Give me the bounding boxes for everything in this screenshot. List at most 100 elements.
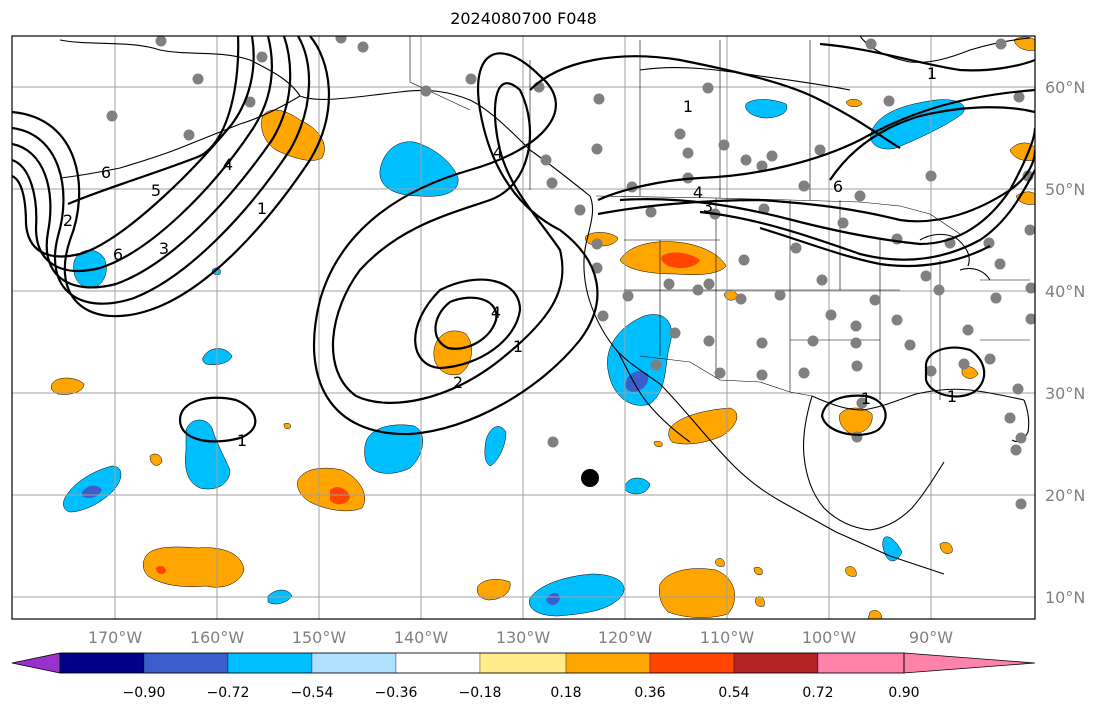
orange-patch-gulf <box>839 407 873 435</box>
cyan-patch-gulf-alaska <box>379 141 459 197</box>
colorbar-tick-8: 0.72 <box>802 685 833 701</box>
contour-label-c13: 1 <box>947 387 957 406</box>
contour-label-c17: 2 <box>63 211 73 230</box>
lon-label-150: 150°W <box>292 628 347 647</box>
lon-label-110: 110°W <box>700 628 755 647</box>
lon-label-170: 170°W <box>88 628 143 647</box>
orange-patch-alaska <box>261 109 325 161</box>
contour-bering-3 <box>12 36 292 289</box>
contour-label-c1: 1 <box>927 64 937 83</box>
location-marker <box>581 469 599 487</box>
contour-canada-7 <box>819 42 1035 72</box>
contour-label-c15: 3 <box>703 197 713 216</box>
canada-coast <box>639 67 851 91</box>
colorbar-extend-low <box>11 652 61 674</box>
contour-bering-2 <box>12 36 311 305</box>
lat-label-50: 50°N <box>1045 180 1085 199</box>
contour-1-pacific <box>312 52 599 436</box>
contours <box>12 36 1035 443</box>
orange-patch-ca <box>939 542 953 554</box>
contour-2-pacific <box>331 82 564 404</box>
cyan-patch-midpac <box>364 424 423 474</box>
contour-bering-6 <box>67 36 240 206</box>
contour-label-c7: 1 <box>513 337 523 356</box>
lon-labels: 170°W 160°W 150°W 140°W 130°W 120°W 110°… <box>88 628 953 647</box>
orange-patch-south4 <box>477 579 511 601</box>
colorbar-tick-1: −0.72 <box>207 685 250 701</box>
colorbar-tick-7: 0.54 <box>718 685 749 701</box>
orange-patch-south3 <box>659 568 735 618</box>
colorbar-swatch-0 <box>59 652 145 674</box>
lon-label-120: 120°W <box>598 628 653 647</box>
orange-patch-tiny4 <box>845 566 857 577</box>
colorbar-tick-9: 0.90 <box>888 685 919 701</box>
contour-canada-5 <box>759 226 991 268</box>
contour-label-c9: 3 <box>159 239 169 258</box>
contour-label-c11: 6 <box>101 163 111 182</box>
contour-closed-central <box>178 396 257 443</box>
orange-patch-tiny1 <box>283 422 291 430</box>
colorbar-tick-5: 0.18 <box>550 685 581 701</box>
orange-patch-tiny2 <box>715 558 725 567</box>
contour-label-c5: 2 <box>453 373 463 392</box>
contour-canada-1 <box>597 88 1035 202</box>
gridlines <box>12 36 1035 619</box>
colorbar-swatch-4 <box>395 652 481 674</box>
contour-label-c19: 4 <box>493 143 503 162</box>
contour-4-pacific <box>434 296 498 350</box>
contour-label-c14: 5 <box>151 181 161 200</box>
contour-3-pacific <box>414 278 522 370</box>
plot-title: 2024080700 F048 <box>450 9 597 28</box>
cyan-patch-south <box>529 573 625 617</box>
orange-patch-ne1 <box>1009 142 1035 161</box>
contour-label-c2: 1 <box>683 97 693 116</box>
orange-patch-tiny6 <box>653 440 663 448</box>
lat-label-40: 40°N <box>1045 282 1085 301</box>
colorbar-tick-4: −0.18 <box>459 685 502 701</box>
coastlines <box>59 36 1031 575</box>
colorbar-swatch-9 <box>817 652 905 674</box>
colorbar-swatch-5 <box>479 652 567 674</box>
lat-labels: 60°N 50°N 40°N 30°N 20°N 10°N <box>1045 78 1085 607</box>
contour-label-c12: 1 <box>861 389 871 408</box>
cyan-patch-central <box>185 419 231 490</box>
contour-east <box>924 346 986 398</box>
lat-label-20: 20°N <box>1045 486 1085 505</box>
map-frame <box>11 35 1036 620</box>
colorbar-swatch-3 <box>311 652 397 674</box>
baja <box>617 351 691 443</box>
us-mexico-border <box>639 355 813 397</box>
orange-patch-tiny7 <box>867 610 883 619</box>
contour-label-c10: 4 <box>223 155 233 174</box>
lat-label-10: 10°N <box>1045 588 1085 607</box>
colorbar-swatch-8 <box>733 652 819 674</box>
colorbar-tick-2: −0.54 <box>291 685 334 701</box>
blue-patch-south <box>546 592 560 606</box>
colorbar-swatch-6 <box>565 652 651 674</box>
orange-patch-ne2 <box>1013 36 1035 51</box>
contour-label-c6: 4 <box>491 303 501 322</box>
orange-patch-south2 <box>149 453 163 466</box>
lon-label-160: 160°W <box>190 628 245 647</box>
cyan-patch-baja <box>484 426 507 467</box>
colorbar-tick-3: −0.36 <box>375 685 418 701</box>
contour-canada-2 <box>597 149 1035 223</box>
state-lines <box>624 198 1030 400</box>
lon-label-140: 140°W <box>394 628 449 647</box>
contour-bering-4 <box>12 36 274 273</box>
colorbar-swatch-7 <box>649 652 735 674</box>
red-patch-hawaii <box>330 487 350 505</box>
colorbar-tick-0: −0.90 <box>123 685 166 701</box>
cyan-patch-socal <box>607 314 672 406</box>
lon-label-90: 90°W <box>909 628 953 647</box>
mexico-gulf <box>802 395 945 531</box>
contour-canada-3 <box>619 127 1035 246</box>
lat-label-60: 60°N <box>1045 78 1085 97</box>
lon-label-130: 130°W <box>496 628 551 647</box>
colorbar-swatch-1 <box>143 652 229 674</box>
contour-labels: 1 1 4 1 2 4 1 1 3 4 6 1 1 5 3 6 2 6 4 <box>63 64 957 450</box>
lon-label-100: 100°W <box>802 628 857 647</box>
contour-label-c18: 6 <box>113 245 123 264</box>
lat-label-30: 30°N <box>1045 384 1085 403</box>
colorbar-extend-high <box>903 652 1036 674</box>
